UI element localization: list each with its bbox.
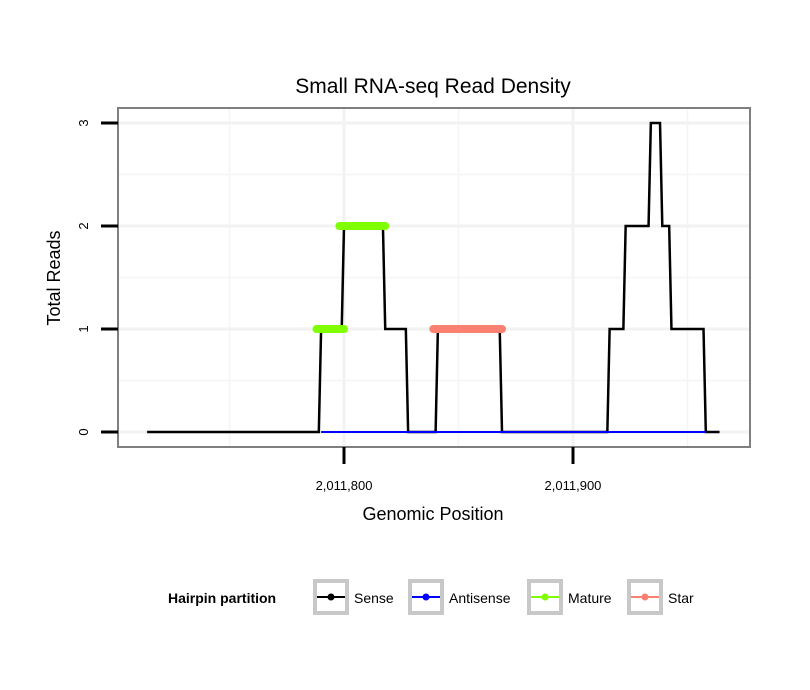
legend-key-point — [641, 593, 649, 601]
legend-label: Antisense — [449, 590, 511, 606]
legend-key-point — [541, 593, 549, 601]
x-tick-label: 2,011,900 — [545, 478, 602, 493]
legend-key-point — [327, 593, 335, 601]
series-mature — [312, 222, 390, 333]
legend: Hairpin partition Sense Antisense Mature St… — [168, 579, 694, 615]
legend-label: Sense — [354, 590, 394, 606]
y-axis-label: Total Reads — [44, 230, 64, 325]
grid — [118, 108, 750, 447]
y-tick-label: 2 — [76, 222, 91, 229]
series-layer — [147, 121, 720, 434]
chart-title: Small RNA-seq Read Density — [295, 75, 571, 98]
legend-item-mature: Mature — [527, 579, 612, 615]
x-axis-label: Genomic Position — [362, 504, 503, 524]
legend-item-star: Star — [627, 579, 694, 615]
legend-label: Star — [668, 590, 694, 606]
legend-label: Mature — [568, 590, 612, 606]
axes: 2,011,800 2,011,900 0 1 2 3 — [76, 119, 601, 493]
legend-item-sense: Sense — [313, 579, 394, 615]
legend-title: Hairpin partition — [168, 590, 276, 606]
y-tick-label: 3 — [76, 119, 91, 126]
y-tick-label: 1 — [76, 325, 91, 332]
legend-item-antisense: Antisense — [408, 579, 511, 615]
x-tick-label: 2,011,800 — [316, 478, 373, 493]
legend-key-point — [422, 593, 430, 601]
plot-border — [117, 107, 751, 448]
y-tick-label: 0 — [76, 428, 91, 435]
